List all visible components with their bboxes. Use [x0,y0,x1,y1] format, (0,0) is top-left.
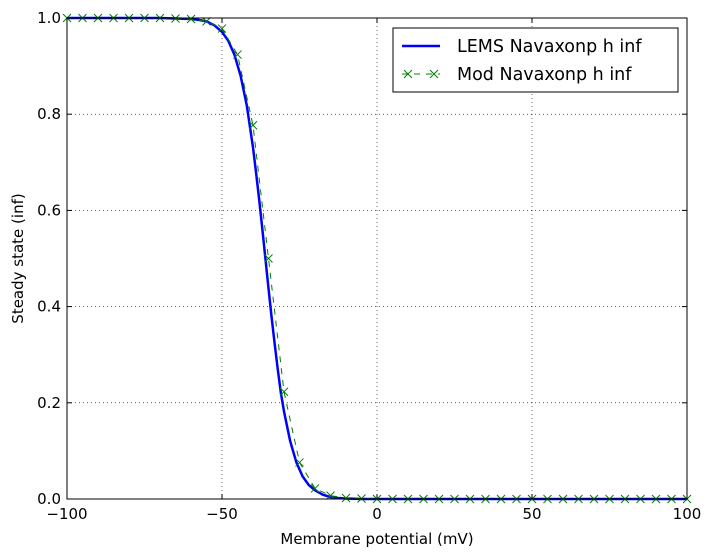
data-point-mod [279,387,289,397]
x-tick-label: 0 [372,505,382,523]
ticks: −100 −50 0 50 100 0.0 0.2 0.4 0.6 0.8 1.0 [37,9,701,523]
data-point-mod [186,14,196,24]
y-tick-label: 0.8 [37,105,61,123]
data-point-mod [341,493,351,503]
y-tick-label: 0.0 [37,490,61,508]
data-point-mod [248,120,258,130]
y-tick-label: 0.4 [37,298,61,316]
x-tick-label: 50 [522,505,541,523]
data-point-mod [295,458,304,467]
data-point-mod [217,24,227,33]
y-tick-label: 0.2 [37,394,61,412]
legend-label-mod: Mod Navaxonp h inf [457,65,632,85]
y-axis-label: Steady state (inf) [9,193,27,323]
y-tick-label: 1.0 [37,9,61,27]
x-tick-label: 100 [673,505,702,523]
x-tick-label: −50 [206,505,238,523]
data-point-mod [326,491,335,500]
x-tick-label: −100 [46,505,87,523]
x-axis-label: Membrane potential (mV) [280,530,473,548]
data-point-mod [310,484,320,493]
legend: LEMS Navaxonp h inf Mod Navaxonp h inf [392,27,679,93]
legend-marker-mod-2 [429,69,439,79]
data-point-mod [202,17,211,26]
data-point-mod [233,50,242,59]
legend-label-lems: LEMS Navaxonp h inf [457,37,642,57]
legend-marker-mod-1 [403,69,413,79]
y-tick-label: 0.6 [37,201,61,219]
data-point-mod [264,254,273,263]
legend-box [392,27,679,93]
